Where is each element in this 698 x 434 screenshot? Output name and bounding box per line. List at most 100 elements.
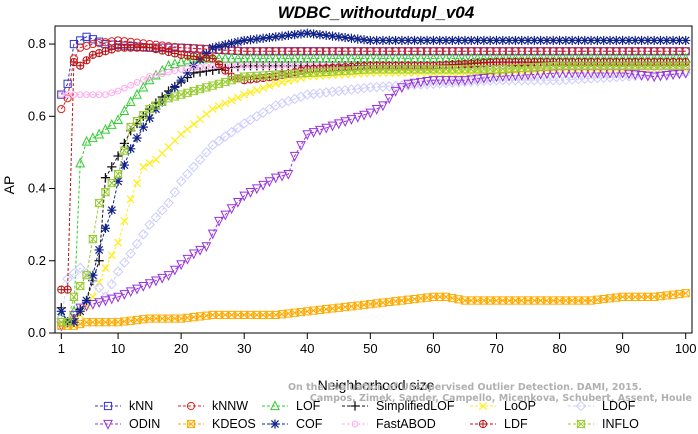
data-point-cof <box>668 35 678 46</box>
data-point-cof <box>252 34 262 44</box>
data-point-knnw <box>57 104 66 114</box>
data-point-lof <box>138 81 149 92</box>
data-point-cof <box>416 35 426 46</box>
data-point-odin <box>264 177 275 188</box>
series-knnw <box>57 36 690 114</box>
data-point-inflo <box>163 94 174 103</box>
data-point-inflo <box>75 281 86 291</box>
legend-item-knnw: kNNW <box>178 399 248 413</box>
data-point-cof <box>290 30 300 40</box>
data-point-fastabod <box>114 87 122 95</box>
data-point-cof <box>208 43 218 53</box>
data-point-cof <box>378 35 388 46</box>
legend-marker-ldof <box>575 400 587 412</box>
legend-marker-fastabod <box>351 420 359 428</box>
data-point-inflo <box>233 74 243 83</box>
y-axis-label: AP <box>1 176 17 195</box>
data-point-ldof <box>283 95 294 107</box>
data-point-odin <box>403 79 414 90</box>
data-point-cof <box>504 35 514 46</box>
data-point-ldof <box>112 266 124 277</box>
y-tick-label: 0.2 <box>28 253 46 268</box>
legend-marker-odin <box>103 419 113 430</box>
data-point-cof <box>327 31 338 41</box>
data-point-cof <box>189 61 199 71</box>
data-point-odin <box>169 265 180 276</box>
data-point-lof <box>125 96 136 106</box>
data-point-ldof <box>68 268 80 279</box>
data-point-fastabod <box>247 62 254 70</box>
data-point-cof <box>113 176 123 186</box>
legend-label-knn: kNN <box>129 399 153 413</box>
data-point-fastabod <box>278 62 286 70</box>
data-point-cof <box>580 35 590 46</box>
data-point-loop <box>145 159 154 168</box>
data-point-cof <box>264 32 275 43</box>
data-point-ldof <box>163 197 174 209</box>
data-point-loop <box>126 195 135 204</box>
data-point-lof <box>132 88 142 99</box>
data-point-ldof <box>131 238 143 250</box>
x-tick-label: 80 <box>552 341 566 356</box>
data-point-fastabod <box>253 62 261 70</box>
data-point-ldf <box>63 285 72 294</box>
data-point-ldof <box>93 282 105 294</box>
data-point-cof <box>491 35 502 46</box>
data-point-cof <box>592 35 602 46</box>
data-point-cof <box>88 270 98 280</box>
data-point-odin <box>296 141 306 151</box>
data-point-inflo <box>195 85 205 94</box>
data-point-loop <box>221 99 230 108</box>
x-tick-label: 1 <box>58 341 65 356</box>
data-point-cof <box>239 35 249 46</box>
data-point-cof <box>636 35 647 46</box>
legend-item-ldof: LDOF <box>568 399 636 413</box>
data-point-ldof <box>213 135 225 147</box>
data-point-odin <box>478 73 489 84</box>
data-point-cof <box>447 35 457 46</box>
legend-marker-kdeos <box>186 419 196 429</box>
data-point-ldof <box>238 118 250 129</box>
data-point-fastabod <box>102 91 109 99</box>
data-point-kdeos <box>681 289 690 298</box>
data-point-fastabod <box>266 62 273 70</box>
data-point-odin <box>182 254 193 265</box>
legend-item-odin: ODIN <box>95 417 160 431</box>
data-point-odin <box>214 216 224 227</box>
data-point-fastabod <box>177 65 185 73</box>
data-point-ldof <box>245 114 256 126</box>
legend-marker-cof <box>270 419 280 429</box>
data-point-odin <box>453 76 464 86</box>
data-point-cof <box>523 35 533 46</box>
data-point-fastabod <box>234 62 242 70</box>
data-point-odin <box>283 169 294 180</box>
data-point-fastabod <box>108 89 116 97</box>
data-point-fastabod <box>158 70 166 78</box>
data-point-ldof <box>257 107 269 118</box>
data-point-fastabod <box>127 81 135 89</box>
data-point-odin <box>428 76 439 86</box>
legend-label-ldf: LDF <box>504 417 528 431</box>
data-point-cof <box>56 306 66 316</box>
y-tick-label: 0.0 <box>28 325 46 340</box>
data-point-odin <box>277 171 287 182</box>
data-point-fastabod <box>202 63 210 70</box>
data-point-loop <box>227 96 236 105</box>
data-point-cof <box>138 122 148 132</box>
data-point-lof <box>144 74 155 85</box>
data-point-ldof <box>264 103 275 115</box>
data-point-odin <box>144 279 155 290</box>
data-point-cof <box>605 35 615 46</box>
axes: 1 10 20 30 40 50 60 70 80 90 100 0.0 0.2 0.4 0.6 0.8 <box>28 25 697 356</box>
data-point-odin <box>113 292 123 303</box>
data-point-cof <box>346 33 357 43</box>
data-point-odin <box>289 151 300 162</box>
data-point-odin <box>125 287 136 298</box>
data-point-cof <box>296 29 306 39</box>
data-point-odin <box>207 229 218 240</box>
data-point-inflo <box>106 179 117 188</box>
data-point-cof <box>245 35 256 45</box>
data-point-cof <box>226 38 237 48</box>
data-point-loop <box>284 76 293 85</box>
data-point-loop <box>252 86 261 95</box>
